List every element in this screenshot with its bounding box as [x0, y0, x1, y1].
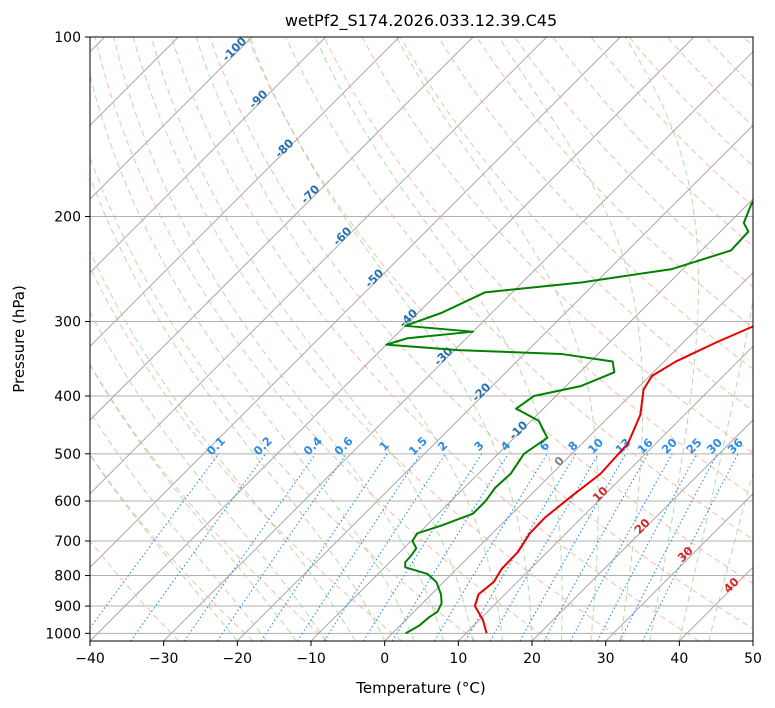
mixing-ratio-line	[130, 453, 267, 641]
mixing-ratio-line	[90, 453, 220, 629]
dry-adiabat	[209, 37, 753, 630]
isotherm-line	[605, 492, 753, 641]
y-tick-label: 700	[54, 534, 81, 550]
background-lines	[90, 37, 753, 641]
y-axis-title: Pressure (hPa)	[10, 285, 28, 393]
moist-adiabat	[678, 297, 753, 641]
isotherm-line	[310, 198, 753, 641]
mixing-ratio-line	[433, 453, 548, 641]
dry-adiabat	[170, 37, 700, 641]
mixing-ratio-line	[297, 453, 422, 641]
y-tick-label: 800	[54, 569, 81, 585]
moist-adiabat	[314, 37, 563, 641]
moist-adiabat	[195, 37, 504, 641]
y-axis-ticks: 1000 900 800 700 600 500 400 300 200 100	[45, 30, 90, 642]
moist-adiabat	[90, 250, 356, 641]
moist-adiabat	[90, 364, 297, 641]
mixing-ratio-line	[216, 453, 347, 641]
y-tick-label: 900	[54, 599, 81, 615]
dry-adiabat	[514, 37, 753, 288]
moist-adiabat	[151, 37, 474, 641]
moist-adiabat	[113, 37, 445, 641]
x-tick-label: 50	[744, 651, 762, 667]
moist-adiabat	[90, 454, 238, 641]
y-tick-label: 400	[54, 389, 81, 405]
x-axis-title: Temperature (°C)	[355, 679, 485, 697]
dry-adiabat	[90, 363, 328, 641]
y-tick-label: 200	[54, 210, 81, 226]
isotherm-line	[90, 37, 327, 274]
chart-title: wetPf2_S174.2026.033.12.39.C45	[285, 11, 557, 31]
dry-adiabat	[323, 37, 753, 497]
dry-adiabat	[90, 453, 254, 641]
isotherm-line	[90, 37, 621, 569]
mixing-ratio-line	[569, 453, 673, 641]
mixing-ratio-line	[519, 453, 627, 641]
moist-adiabat	[90, 411, 268, 641]
moist-adiabat	[90, 73, 415, 641]
mixing-ratio-line	[489, 453, 599, 641]
isotherm-line	[752, 640, 753, 641]
mixing-ratio-line	[260, 453, 388, 641]
isotherm-line	[457, 345, 753, 641]
series-line-2	[385, 199, 753, 635]
series-line-1	[473, 325, 753, 634]
x-tick-label: 30	[597, 651, 615, 667]
x-tick-label: 20	[523, 651, 541, 667]
x-tick-label: −20	[223, 651, 253, 667]
x-tick-label: 10	[449, 651, 467, 667]
y-tick-label: 100	[54, 30, 81, 46]
x-tick-label: −10	[296, 651, 326, 667]
isotherm-line	[384, 271, 753, 641]
isotherm-line	[163, 50, 753, 641]
x-tick-label: −40	[75, 651, 105, 667]
x-tick-label: 0	[380, 651, 389, 667]
y-tick-label: 300	[54, 315, 81, 331]
mixing-ratio-line	[183, 453, 316, 641]
profile-series	[385, 199, 753, 635]
isotherm-line	[90, 37, 253, 200]
dry-adiabat	[247, 37, 753, 585]
mixing-ratio-line	[323, 453, 446, 641]
moist-adiabat	[249, 37, 533, 641]
isotherm-line	[531, 419, 753, 641]
isotherm-line	[236, 124, 753, 641]
isotherm-line	[90, 37, 400, 348]
isotherm-line	[90, 37, 548, 495]
dry-adiabat	[94, 37, 551, 641]
isotherm-line	[90, 37, 695, 641]
dry-adiabat	[399, 37, 753, 412]
dry-adiabat	[476, 37, 753, 329]
x-tick-label: −30	[149, 651, 179, 667]
plot-frame	[89, 36, 754, 642]
dry-adiabat	[285, 37, 753, 540]
y-tick-label: 600	[54, 494, 81, 510]
moist-adiabat	[498, 37, 644, 641]
dry-adiabat	[90, 266, 403, 641]
mixing-ratio-line	[464, 453, 577, 641]
y-tick-label: 500	[54, 447, 81, 463]
dry-adiabat	[90, 156, 477, 641]
dry-adiabat	[438, 37, 753, 370]
x-tick-label: 40	[670, 651, 688, 667]
x-axis-ticks: −40 −30 −20 −10 0 10 20 30 40 50	[75, 641, 762, 667]
moist-adiabat	[708, 471, 753, 641]
moist-adiabat	[90, 311, 327, 641]
moist-adiabat	[395, 37, 599, 641]
y-tick-label: 1000	[45, 626, 81, 642]
dry-adiabat	[361, 37, 753, 454]
moist-adiabat	[624, 37, 700, 641]
plot-background	[90, 37, 753, 641]
